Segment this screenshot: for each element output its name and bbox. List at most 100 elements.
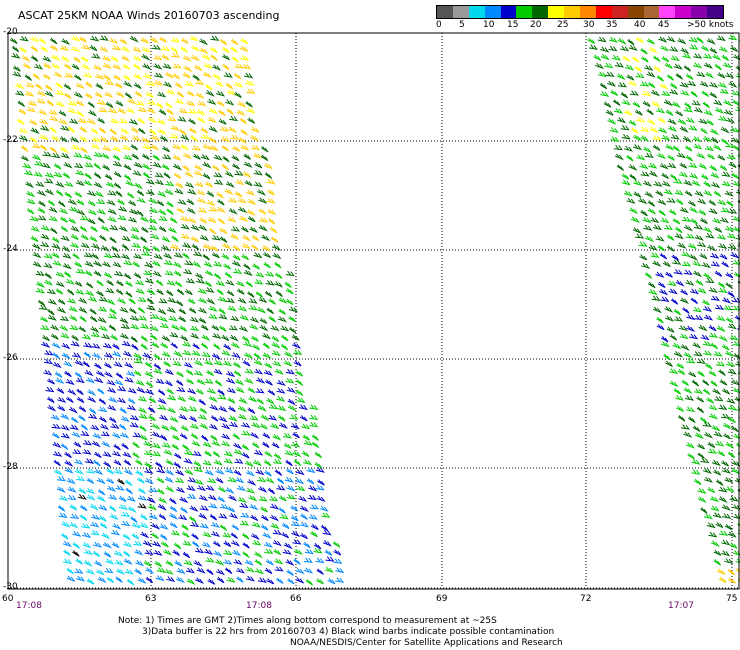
- wind-barb: [239, 314, 250, 321]
- wind-barb: [255, 388, 265, 394]
- wind-barb: [251, 234, 260, 242]
- wind-barb: [659, 83, 669, 90]
- wind-barb: [134, 90, 143, 98]
- wind-barb: [724, 350, 735, 358]
- wind-barb: [107, 208, 117, 215]
- wind-barb: [624, 64, 635, 71]
- wind-barb: [718, 486, 728, 493]
- wind-barb: [120, 323, 131, 330]
- wind-barb: [335, 567, 345, 574]
- wind-barb: [101, 153, 110, 160]
- wind-barb: [727, 323, 737, 330]
- wind-barb: [152, 245, 160, 252]
- wind-barb: [60, 443, 69, 450]
- wind-barb: [176, 567, 186, 574]
- wind-barb: [190, 54, 200, 62]
- wind-barb: [200, 324, 209, 331]
- wind-barb: [626, 197, 636, 204]
- wind-barb: [127, 98, 137, 105]
- wind-barb: [727, 451, 736, 459]
- wind-barb: [264, 172, 272, 179]
- wind-barb: [638, 241, 648, 247]
- wind-barb: [159, 523, 169, 530]
- wind-barb: [172, 63, 182, 69]
- wind-barb: [202, 243, 212, 250]
- wind-barb: [188, 118, 196, 125]
- wind-barb: [257, 476, 267, 483]
- wind-barb: [65, 278, 75, 285]
- wind-barb: [241, 335, 250, 343]
- wind-barb: [713, 351, 723, 357]
- wind-barb: [175, 182, 184, 189]
- wind-barb: [724, 477, 734, 484]
- wind-barb: [293, 360, 302, 367]
- wind-barb: [696, 358, 706, 364]
- wind-barb: [202, 71, 212, 79]
- wind-barb: [166, 280, 176, 286]
- wind-barb: [106, 379, 116, 386]
- wind-barb: [176, 486, 186, 494]
- wind-barb: [656, 316, 664, 324]
- wind-barb: [708, 208, 718, 215]
- wind-barb: [670, 298, 679, 305]
- legend-label: 35: [606, 20, 618, 30]
- wind-barb: [105, 287, 115, 294]
- wind-barb: [258, 486, 268, 493]
- wind-barb: [70, 46, 80, 52]
- wind-barb: [106, 199, 116, 206]
- wind-barb: [19, 46, 27, 54]
- wind-barb: [141, 53, 151, 61]
- wind-barb: [155, 378, 165, 385]
- wind-barb: [93, 172, 102, 179]
- wind-barb: [222, 54, 230, 61]
- wind-barb: [137, 477, 145, 484]
- wind-barb: [709, 128, 720, 136]
- wind-barb: [721, 261, 729, 268]
- wind-barb: [214, 179, 224, 185]
- wind-barb: [79, 225, 88, 232]
- wind-speed-color-legend: [436, 5, 724, 19]
- wind-barb: [227, 405, 236, 413]
- wind-barb: [231, 540, 241, 547]
- wind-barb: [202, 460, 212, 466]
- wind-barb: [683, 179, 693, 186]
- wind-barb: [263, 162, 274, 170]
- wind-barb: [726, 361, 736, 367]
- wind-barb: [648, 244, 658, 251]
- wind-barb: [82, 360, 90, 368]
- wind-barb: [593, 54, 602, 61]
- wind-barb: [59, 45, 69, 51]
- wind-barb: [605, 109, 614, 116]
- wind-barb: [609, 127, 619, 133]
- wind-barb: [74, 162, 84, 169]
- wind-barb: [96, 199, 106, 205]
- wind-barb: [174, 82, 183, 89]
- wind-barb: [170, 530, 181, 536]
- wind-barb: [97, 388, 105, 395]
- wind-barb: [43, 369, 53, 376]
- wind-barb: [70, 225, 80, 233]
- wind-barb: [49, 126, 57, 134]
- wind-barb: [636, 37, 644, 44]
- wind-barb: [664, 271, 673, 278]
- wind-barb: [113, 444, 121, 451]
- wind-barb: [87, 218, 96, 225]
- wind-barb: [12, 71, 22, 77]
- wind-barb: [144, 477, 154, 485]
- wind-barb: [161, 244, 171, 252]
- wind-barb: [723, 99, 733, 107]
- wind-barb: [110, 334, 118, 341]
- wind-barb: [259, 324, 269, 332]
- wind-barb: [712, 217, 722, 224]
- wind-barb: [87, 190, 97, 197]
- wind-barb: [221, 163, 229, 171]
- wind-barb: [180, 335, 188, 342]
- wind-barb: [109, 513, 119, 520]
- wind-barb: [664, 306, 674, 313]
- wind-barb: [103, 362, 112, 369]
- wind-barb: [244, 72, 254, 79]
- wind-barb: [244, 559, 254, 566]
- legend-swatch: [659, 6, 676, 18]
- wind-barb: [204, 548, 214, 555]
- wind-barb: [689, 44, 699, 50]
